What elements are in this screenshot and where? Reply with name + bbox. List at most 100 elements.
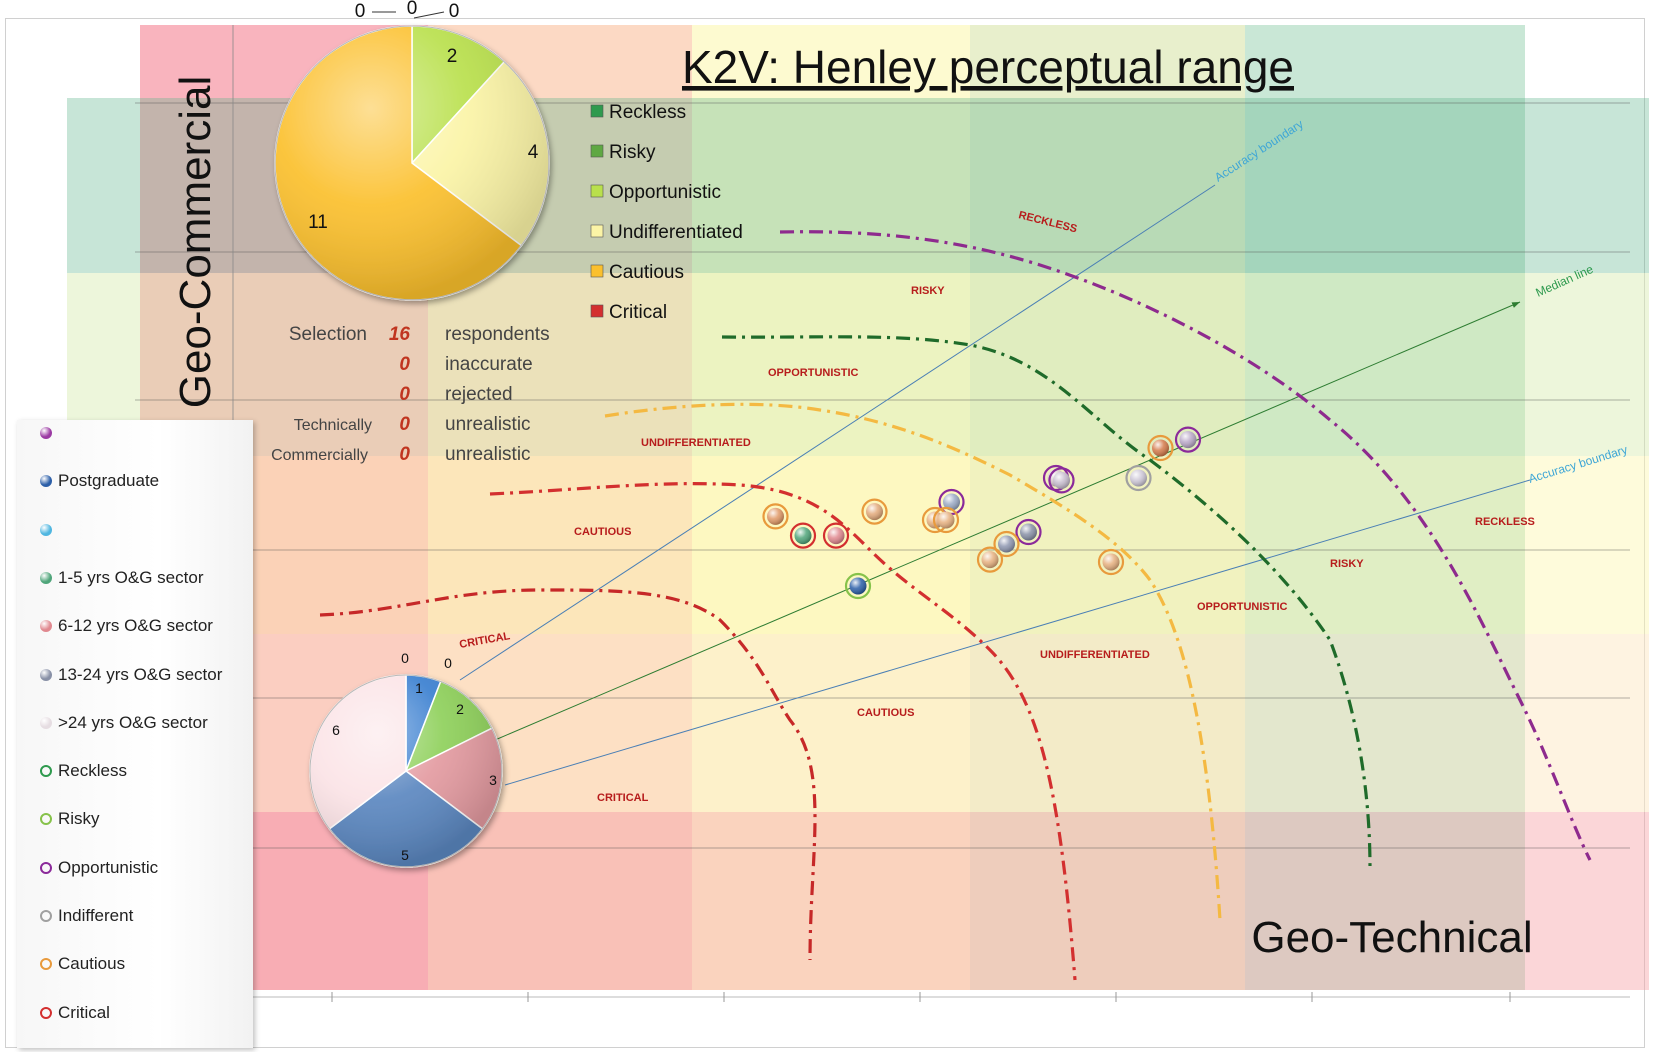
- data-point-ring: [1174, 426, 1202, 453]
- background-column: [970, 25, 1245, 990]
- legend-swatch: [590, 224, 604, 238]
- pie-data-label: 6: [332, 722, 340, 738]
- stat-word: inaccurate: [445, 354, 533, 375]
- stat-value: 0: [399, 384, 410, 405]
- perception-legend-label: Critical: [609, 302, 667, 323]
- pie-data-label: 5: [401, 847, 409, 863]
- legend-marker: [40, 716, 52, 729]
- legend-label: >24 yrs O&G sector: [58, 712, 208, 732]
- chart-title: K2V: Henley perceptual range: [682, 41, 1294, 93]
- background-column: [1245, 25, 1525, 990]
- experience-pie: [309, 674, 503, 868]
- stat-word: unrealistic: [445, 414, 531, 435]
- perception-legend-label: Undifferentiated: [609, 222, 743, 243]
- zone-label: UNDIFFERENTIATED: [1040, 649, 1150, 661]
- perception-pie: [274, 25, 550, 301]
- legend-label: Indifferent: [58, 906, 134, 925]
- data-point-ring: [993, 530, 1020, 558]
- legend-marker: [40, 427, 52, 439]
- legend-item: Reckless: [17, 760, 127, 782]
- legend-marker: [40, 571, 52, 584]
- data-point-ring: [976, 546, 1004, 573]
- legend-label: Critical: [58, 1002, 110, 1022]
- legend-item: 13-24 yrs O&G sector: [17, 664, 222, 686]
- legend-item: 1-5 yrs O&G sector: [17, 567, 203, 589]
- legend-marker: [40, 620, 52, 633]
- stat-value: 0: [399, 414, 410, 435]
- legend-swatch: [590, 104, 604, 118]
- stat-value: 16: [389, 324, 411, 345]
- pie-data-label: 11: [308, 212, 328, 233]
- legend-swatch: [590, 264, 604, 278]
- zone-label: CRITICAL: [597, 792, 649, 804]
- pie-data-label: 0: [407, 0, 418, 19]
- pie-data-label: 2: [447, 46, 458, 67]
- legend-swatch: [590, 304, 604, 318]
- legend-marker: [40, 861, 52, 874]
- background-column: [692, 25, 970, 990]
- data-point-ring: [1147, 434, 1174, 462]
- legend-item: >24 yrs O&G sector: [17, 712, 208, 734]
- stat-word: unrealistic: [445, 444, 531, 465]
- median-line: [494, 301, 1521, 741]
- legend-item: [17, 519, 58, 541]
- pie-data-label: 0: [444, 655, 452, 671]
- legend-item: Postgraduate: [17, 470, 159, 492]
- legend-marker: [40, 1006, 52, 1019]
- x-axis-label: Geo-Technical: [1251, 913, 1532, 962]
- band-opportunistic: [67, 456, 1649, 634]
- perception-legend-label: Opportunistic: [609, 182, 721, 203]
- stat-word: respondents: [445, 324, 550, 345]
- legend-item: 6-12 yrs O&G sector: [17, 615, 213, 637]
- accuracy-boundary-lower: [504, 479, 1531, 786]
- pie-data-label: 0: [401, 650, 409, 666]
- experience-legend: Postgraduate 1-5 yrs O&G sector 6-12 yrs O…: [17, 420, 253, 1048]
- band-undifferentiated: [67, 634, 1649, 812]
- pie-data-label: 2: [456, 701, 464, 717]
- legend-label: Risky: [58, 809, 100, 829]
- zone-label: CAUTIOUS: [857, 707, 914, 719]
- legend-label: 1-5 yrs O&G sector: [58, 567, 204, 587]
- legend-label: Opportunistic: [58, 857, 159, 877]
- selection-label: Selection: [289, 324, 367, 345]
- legend-marker: [40, 668, 52, 681]
- pie-data-label: 0: [355, 1, 366, 22]
- commercially-label: Commercially: [271, 447, 368, 464]
- data-point-ring: [844, 572, 872, 600]
- legend-swatch: [590, 184, 604, 198]
- legend-item: Risky: [17, 808, 100, 830]
- legend-label: Reckless: [58, 761, 127, 781]
- data-point-ring: [1097, 548, 1125, 576]
- legend-marker: [40, 910, 52, 922]
- band-risky: [67, 273, 1649, 456]
- perception-legend-label: Cautious: [609, 262, 684, 283]
- reckless-curve: [779, 230, 1592, 861]
- stat-value: 0: [399, 354, 410, 375]
- legend-swatch: [590, 144, 604, 158]
- legend-item: Opportunistic: [17, 857, 158, 879]
- legend-item: Critical: [17, 1002, 110, 1024]
- legend-item: [17, 422, 58, 444]
- data-point-ring: [932, 506, 960, 534]
- legend-item: Indifferent: [17, 905, 133, 927]
- legend-label: Postgraduate: [58, 471, 160, 491]
- legend-item: Cautious: [17, 953, 125, 975]
- zone-label: RECKLESS: [1475, 516, 1535, 528]
- y-axis-label: Geo-Commercial: [171, 76, 220, 409]
- pie-data-label: 4: [528, 142, 539, 163]
- zone-label: OPPORTUNISTIC: [1197, 601, 1288, 613]
- legend-label: 13-24 yrs O&G sector: [58, 664, 223, 684]
- legend-marker: [40, 765, 52, 778]
- pie-data-label: 0: [449, 1, 460, 22]
- data-point-ring: [822, 522, 850, 549]
- pie-data-label: 3: [489, 772, 497, 788]
- technically-label: Technically: [294, 417, 372, 434]
- stat-value: 0: [399, 444, 410, 465]
- zone-label: UNDIFFERENTIATED: [641, 437, 751, 449]
- perception-legend-label: Reckless: [609, 102, 686, 123]
- data-point-ring: [1125, 464, 1152, 492]
- zone-label: RISKY: [911, 285, 945, 297]
- stat-word: rejected: [445, 384, 513, 405]
- perception-legend-label: Risky: [609, 142, 656, 163]
- legend-label: Cautious: [58, 954, 126, 974]
